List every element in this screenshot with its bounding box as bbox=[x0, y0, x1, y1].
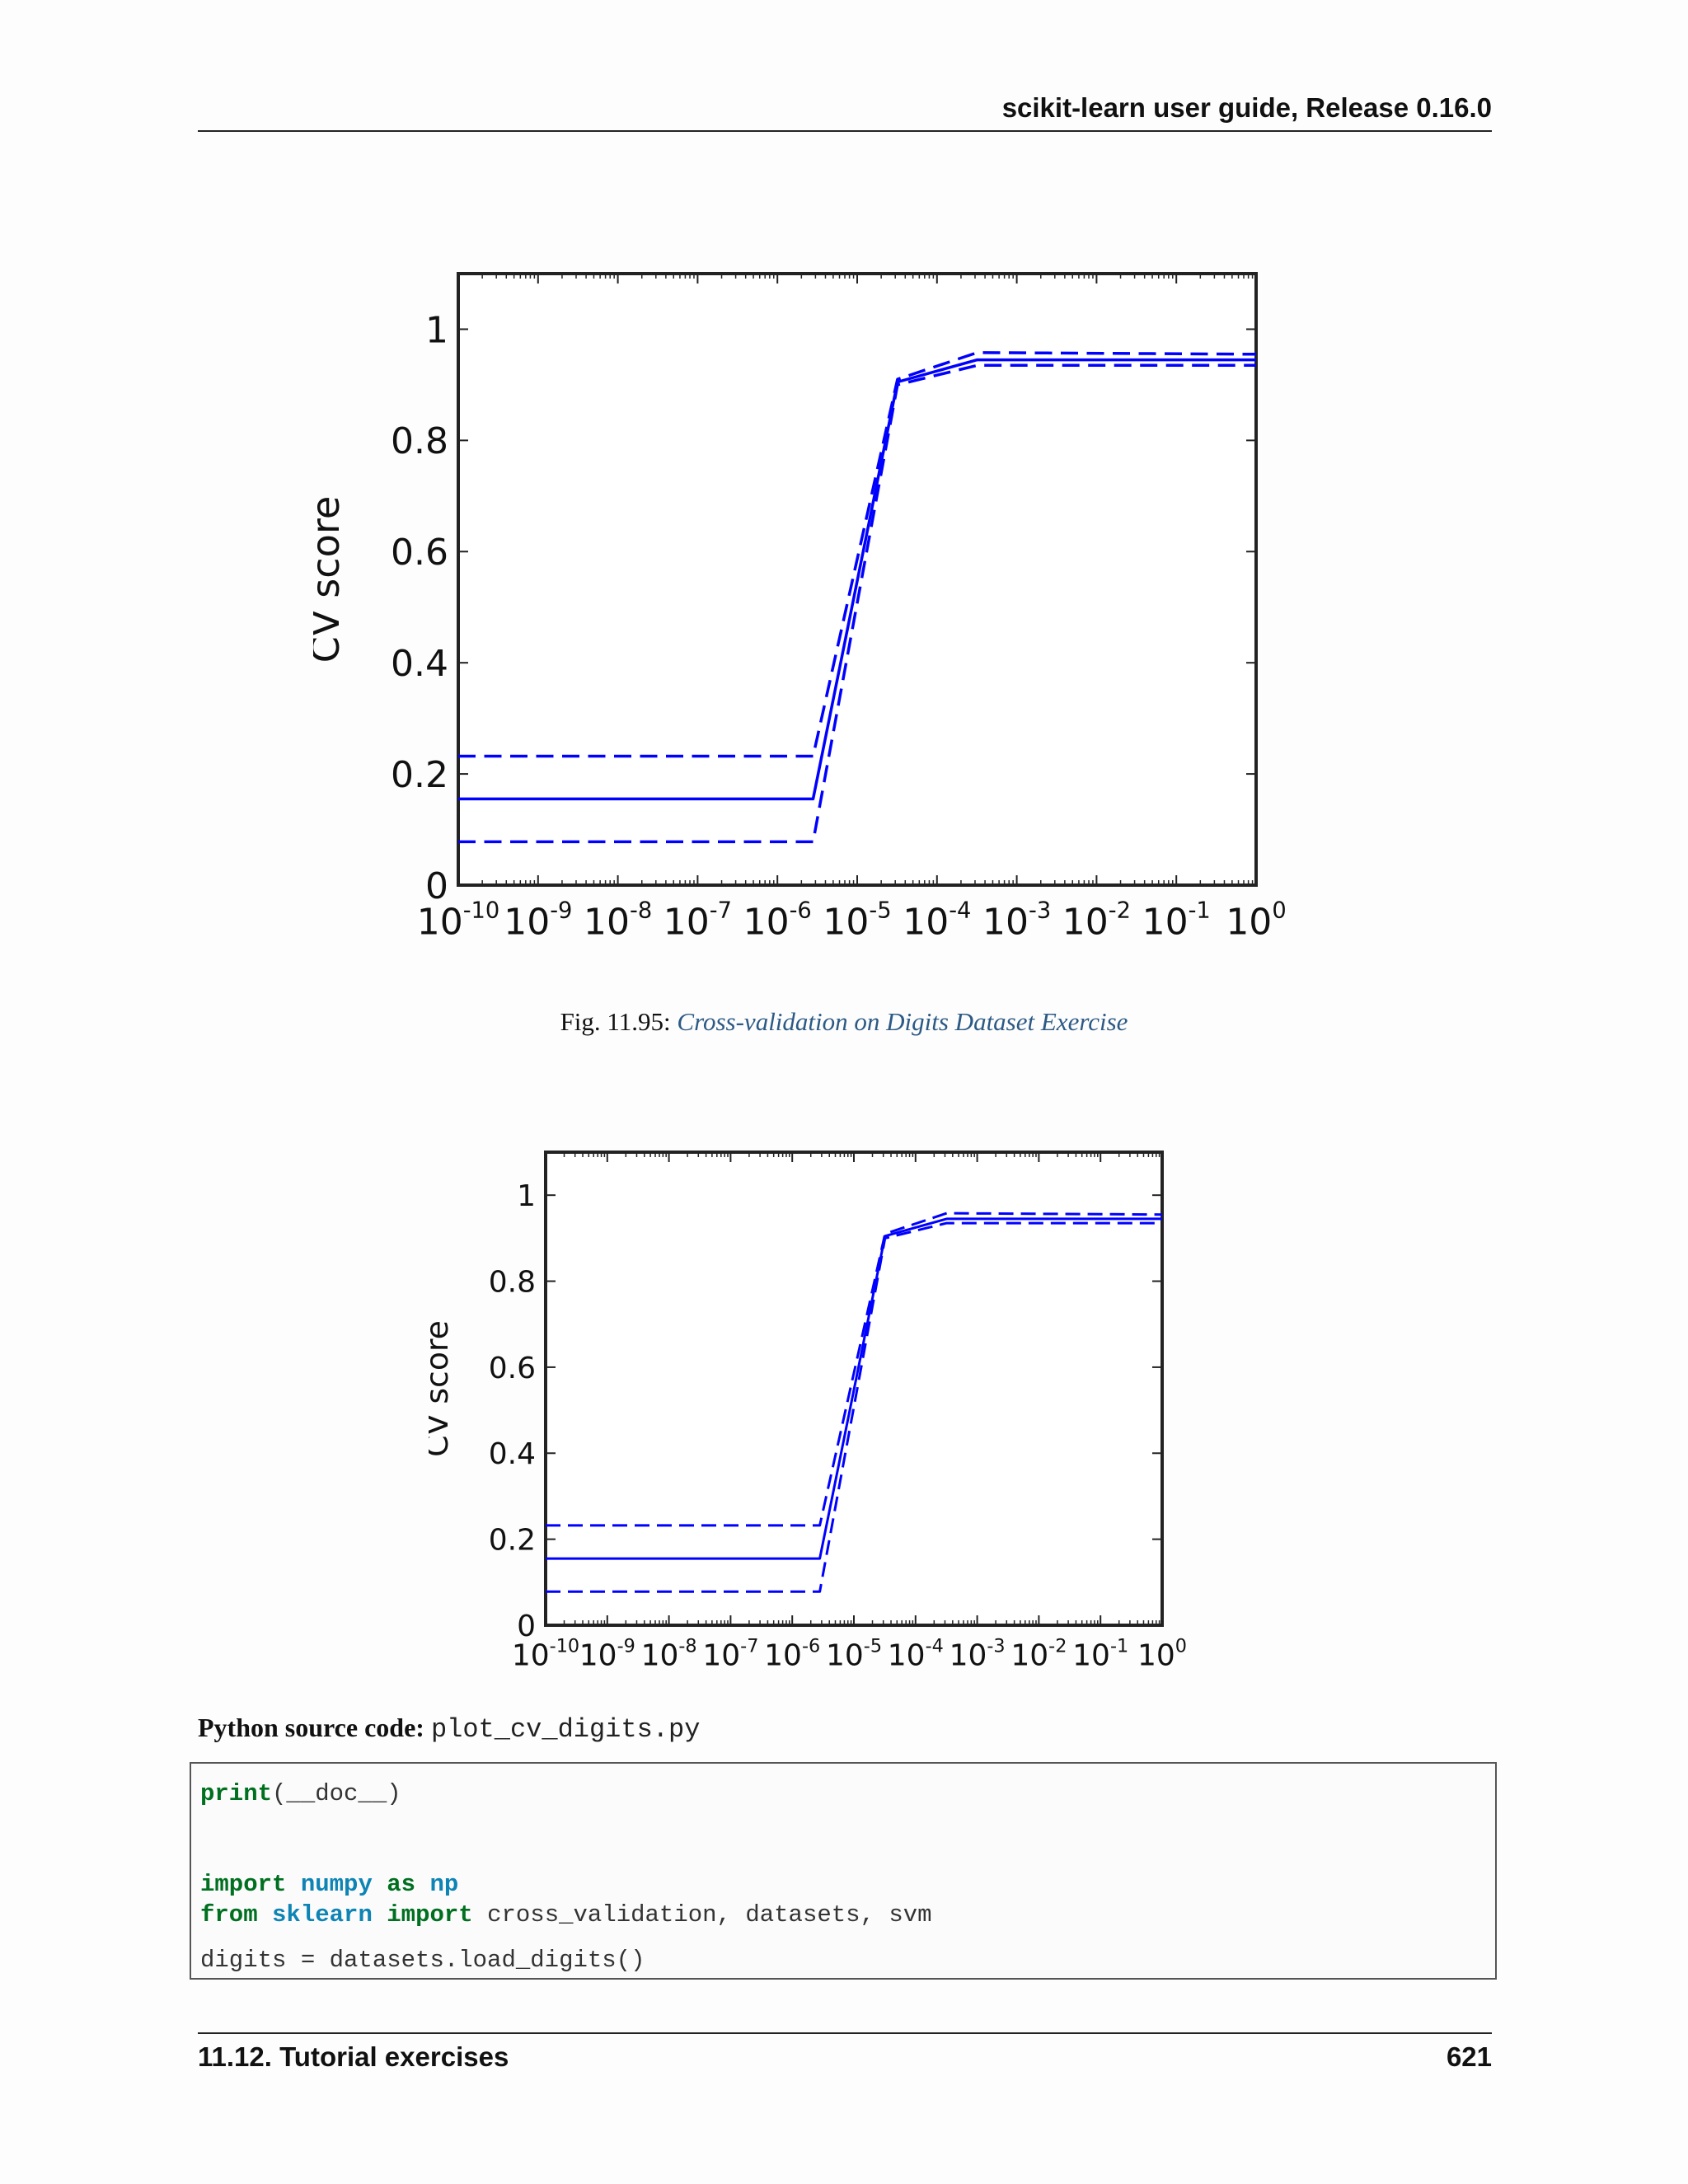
code-token-print: print bbox=[200, 1780, 273, 1807]
chart-1-x-tick-label: 10-3 bbox=[982, 898, 1051, 944]
chart-2-x-tick-label: 10-6 bbox=[764, 1635, 820, 1672]
chart-1-x-tick-label: 100 bbox=[1226, 898, 1286, 944]
chart-1-y-tick-label: 0.4 bbox=[391, 643, 448, 685]
chart-1-y-tick-label: 0 bbox=[425, 865, 448, 907]
code-token-np: np bbox=[429, 1871, 459, 1898]
source-code-label: Python source code: bbox=[198, 1713, 424, 1742]
chart-1-svg: 0 0.2 0.4 0.6 0.8 1 10-10 10-9 10-8 10-7 10-6 10-5 1… bbox=[313, 272, 1287, 944]
chart-2-x-tick-label: 10-2 bbox=[1010, 1635, 1067, 1672]
code-line-import-numpy: import numpy as np bbox=[200, 1871, 458, 1898]
cv-score-chart-1: 0 0.2 0.4 0.6 0.8 1 10-10 10-9 10-8 10-7 10-6 10-5 1… bbox=[313, 264, 1302, 972]
code-line-print: print(__doc__) bbox=[200, 1780, 401, 1807]
chart-2-x-tick-label: 100 bbox=[1137, 1635, 1187, 1672]
chart-1-y-tick-label: 0.2 bbox=[391, 754, 448, 796]
chart-1-x-tick-label: 10-9 bbox=[504, 898, 572, 944]
footer-rule bbox=[198, 2032, 1492, 2034]
chart-2-y-tick-label: 0.4 bbox=[489, 1437, 536, 1471]
chart-1-x-tick-label: 10-2 bbox=[1062, 898, 1131, 944]
chart-2-y-tick-label: 0.8 bbox=[489, 1266, 536, 1300]
chart-2-x-tick-label: 10-8 bbox=[641, 1635, 697, 1672]
chart-2-x-tick-label: 10-7 bbox=[702, 1635, 758, 1672]
chart-1-y-tick-label: 0.8 bbox=[391, 420, 448, 462]
chart-2-x-tick-label: 10-9 bbox=[579, 1635, 635, 1672]
running-header: scikit-learn user guide, Release 0.16.0 bbox=[1001, 92, 1492, 123]
figure-caption-link[interactable]: Cross-validation on Digits Dataset Exerc… bbox=[677, 1007, 1128, 1036]
code-line-from-sklearn: from sklearn import cross_validation, da… bbox=[200, 1901, 932, 1929]
code-token-numpy: numpy bbox=[300, 1871, 373, 1898]
chart-1-x-tick-label: 10-4 bbox=[903, 898, 971, 944]
chart-1-x-tick-label: 10-5 bbox=[823, 898, 891, 944]
code-token-from: from bbox=[200, 1901, 258, 1929]
chart-2-series-dashed-2 bbox=[546, 1221, 1162, 1593]
header-rule bbox=[198, 130, 1492, 132]
chart-1-y-axis-label: CV score bbox=[313, 496, 348, 663]
code-block: print(__doc__) import numpy as np from s… bbox=[190, 1762, 1497, 1980]
code-line-digits: digits = datasets.load_digits() bbox=[200, 1947, 645, 1974]
chart-2-x-tick-label: 10-10 bbox=[512, 1635, 579, 1672]
footer-section: 11.12. Tutorial exercises bbox=[198, 2041, 509, 2072]
chart-2-x-tick-label: 10-4 bbox=[888, 1635, 944, 1672]
source-filename-link[interactable]: plot_cv_digits.py bbox=[430, 1714, 701, 1745]
chart-2-y-tick-label: 0.6 bbox=[489, 1352, 536, 1385]
chart-1-x-tick-label: 10-1 bbox=[1142, 898, 1211, 944]
code-token-sklearn: sklearn bbox=[272, 1901, 373, 1929]
chart-1-x-tick-label: 10-10 bbox=[417, 898, 500, 944]
chart-1-y-tick-label: 0.6 bbox=[391, 532, 448, 574]
code-token-doc: (__doc__) bbox=[272, 1780, 401, 1807]
chart-2-y-tick-label: 1 bbox=[517, 1179, 536, 1213]
source-code-line: Python source code: plot_cv_digits.py bbox=[198, 1713, 700, 1745]
chart-2-y-axis-label: CV score bbox=[429, 1320, 455, 1457]
chart-1-x-tick-label: 10-7 bbox=[663, 898, 732, 944]
chart-2-series-dashed-1 bbox=[546, 1212, 1163, 1527]
chart-1-series-dashed-2 bbox=[458, 363, 1256, 844]
cv-score-chart-2: 0 0.2 0.4 0.6 0.8 1 10-10 10-9 10-8 10-7 10-6 10-5 1… bbox=[429, 1137, 1212, 1698]
code-token-imports: cross_validation, datasets, svm bbox=[472, 1901, 932, 1929]
chart-2-x-tick-label: 10-3 bbox=[950, 1635, 1006, 1672]
code-token-import-2: import bbox=[387, 1901, 473, 1929]
figure-caption: Fig. 11.95: Cross-validation on Digits D… bbox=[0, 1007, 1688, 1037]
code-token-as: as bbox=[387, 1871, 416, 1898]
code-token-import: import bbox=[200, 1871, 287, 1898]
figure-caption-prefix: Fig. 11.95: bbox=[560, 1007, 678, 1036]
chart-2-y-tick-label: 0.2 bbox=[489, 1524, 536, 1558]
chart-1-x-tick-label: 10-8 bbox=[584, 898, 652, 944]
chart-1-y-tick-label: 1 bbox=[425, 309, 448, 351]
chart-1-x-tick-label: 10-6 bbox=[743, 898, 812, 944]
chart-2-y-tick-label: 0 bbox=[517, 1610, 536, 1643]
chart-2-x-tick-label: 10-5 bbox=[826, 1635, 882, 1672]
chart-1-series-dashed-1 bbox=[458, 351, 1257, 758]
chart-2-x-tick-label: 10-1 bbox=[1072, 1635, 1128, 1672]
page-number: 621 bbox=[1446, 2041, 1492, 2072]
